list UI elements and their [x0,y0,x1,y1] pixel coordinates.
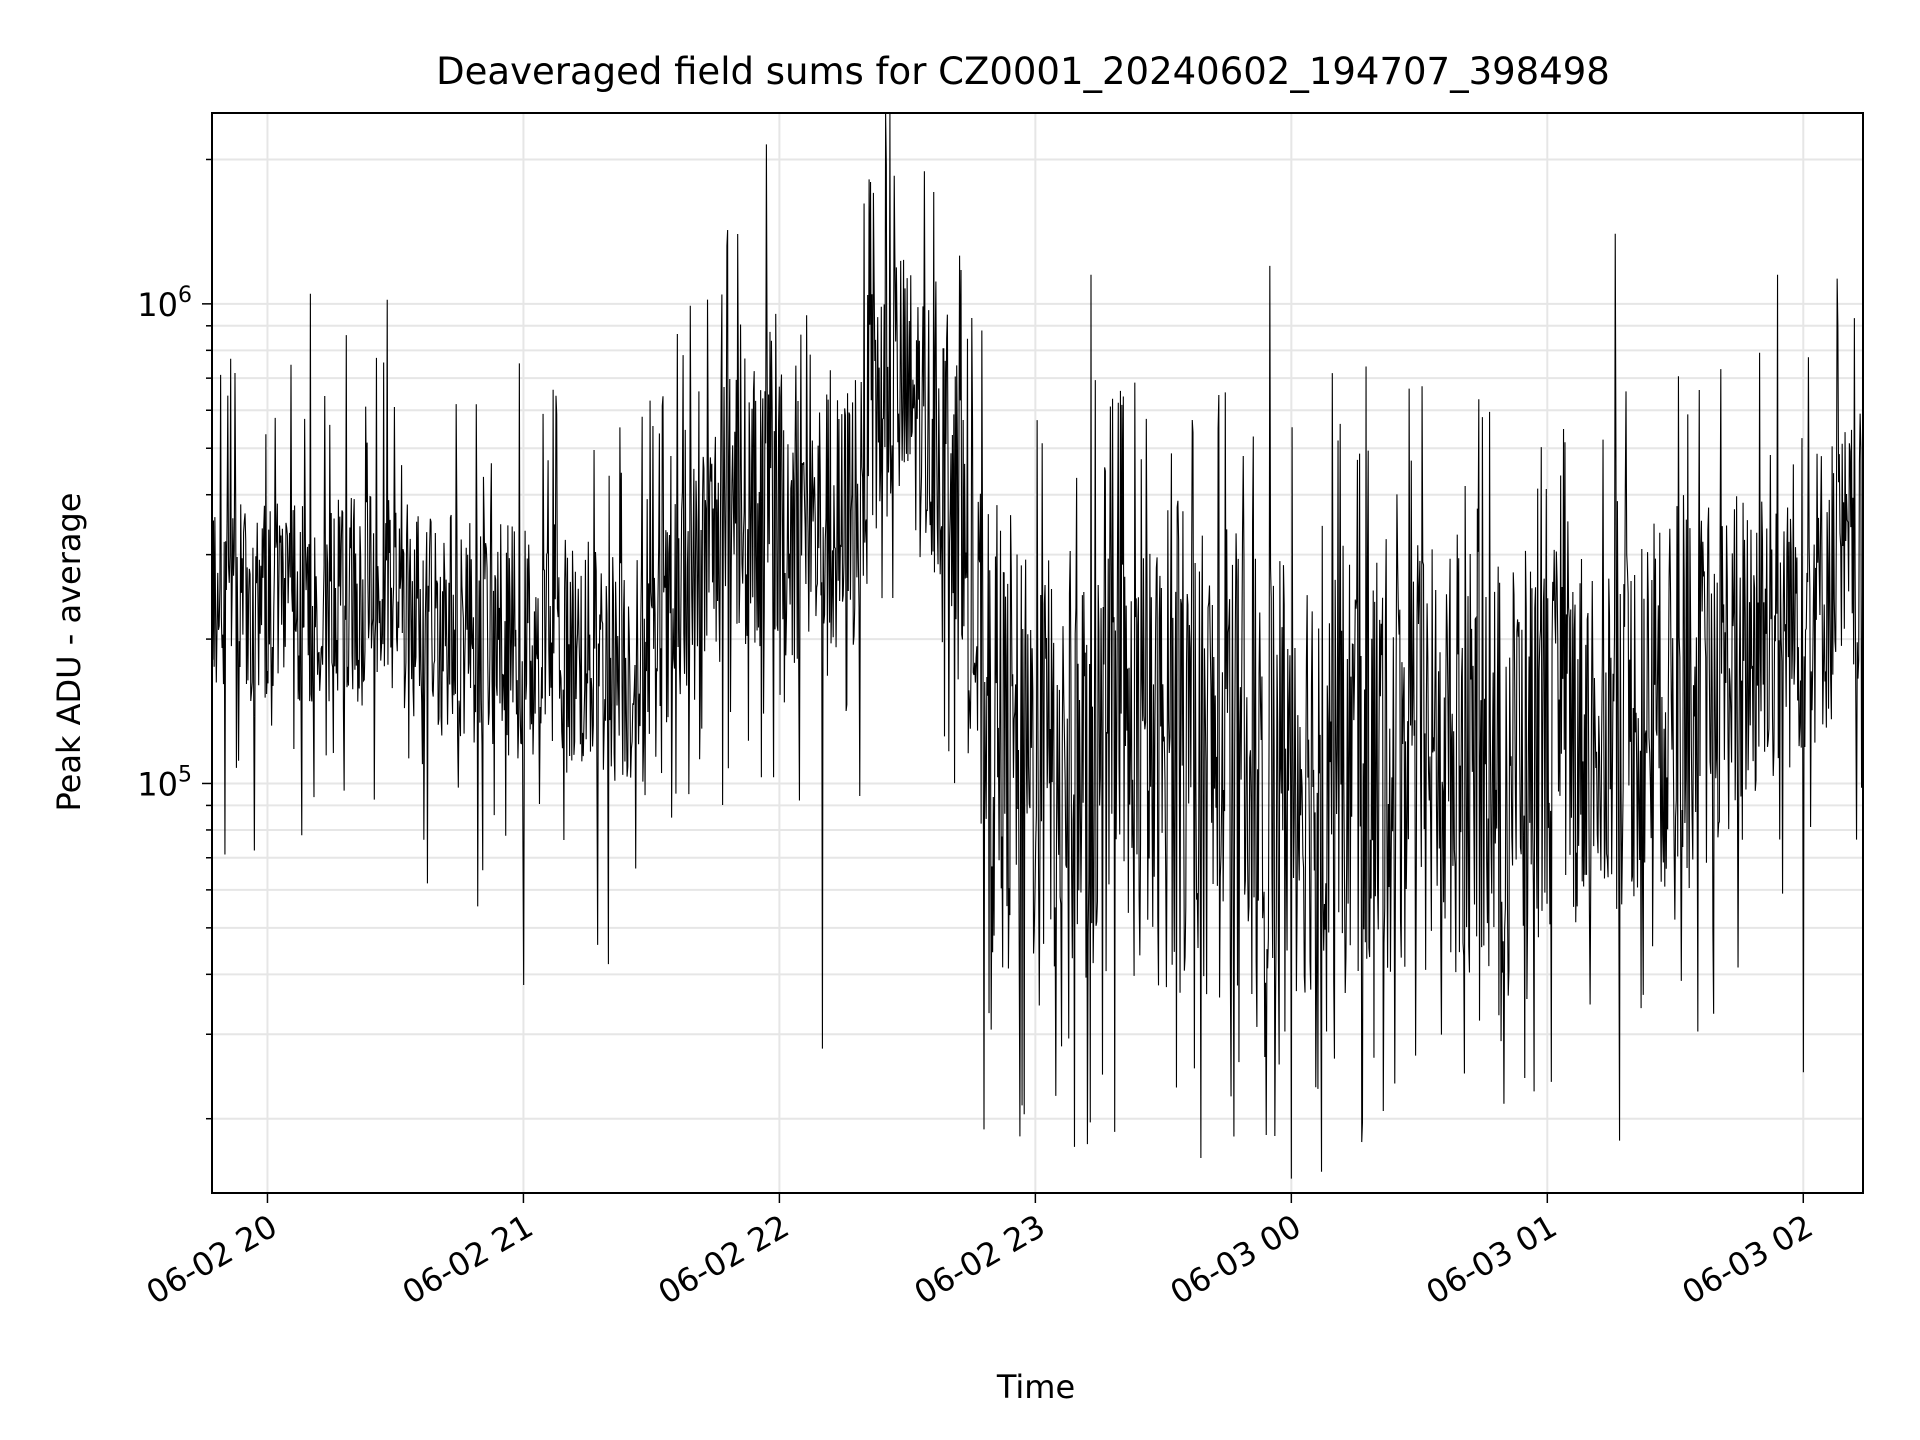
y-tick-label: 105 [137,762,192,803]
y-tick-label: 106 [137,283,192,324]
x-axis-label: Time [996,1368,1075,1406]
y-axis-label: Peak ADU - average [50,493,88,812]
series-line [211,112,1864,1179]
data-series [211,112,1864,1179]
plot-frame [211,112,1864,1194]
chart-title: Deaveraged field sums for CZ0001_2024060… [436,50,1610,93]
